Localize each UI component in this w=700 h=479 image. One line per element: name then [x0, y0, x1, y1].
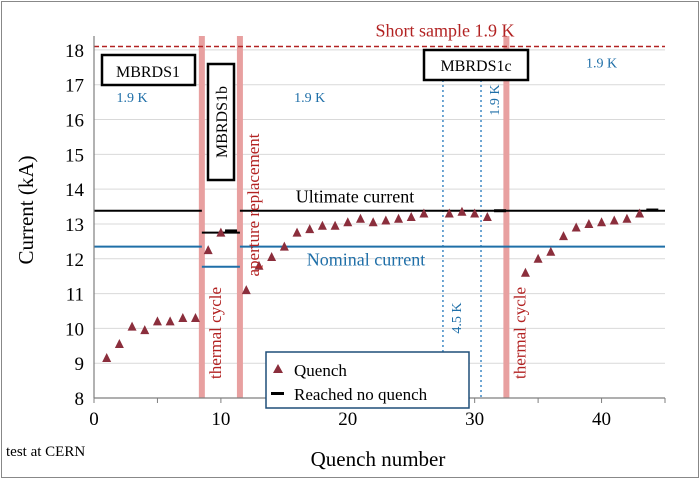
- quench-point: [102, 352, 112, 362]
- quench-point: [127, 321, 137, 331]
- quench-point: [444, 208, 454, 218]
- quench-point: [191, 312, 201, 322]
- quench-point: [597, 217, 607, 227]
- quench-point: [241, 285, 251, 295]
- legend-no-quench-label: Reached no quench: [294, 385, 428, 404]
- quench-point: [203, 245, 213, 255]
- quench-point: [152, 316, 162, 326]
- thermal-cycle-band: [198, 36, 205, 398]
- x-tick-label: 20: [338, 409, 357, 430]
- quench-point: [317, 220, 327, 230]
- x-axis-title: Quench number: [311, 447, 446, 471]
- quench-point: [381, 215, 391, 225]
- phase-box-mbrds1: MBRDS1: [100, 53, 197, 87]
- quench-point: [571, 222, 581, 232]
- legend-quench-marker: [273, 364, 283, 373]
- thermal-cycle-label: aperture replacement: [244, 133, 263, 276]
- quench-point: [406, 212, 416, 221]
- x-tick-label: 40: [592, 409, 611, 430]
- quench-point: [520, 267, 530, 277]
- y-tick-labels: 8 9 10 11 12 13 14 15 16 17 18: [65, 41, 85, 410]
- quench-point: [584, 218, 594, 228]
- phase-box-label: MBRDS1c: [440, 58, 511, 75]
- x-tick-label: 10: [211, 409, 230, 430]
- quench-point: [533, 253, 543, 263]
- quench-point: [546, 246, 556, 256]
- quench-point: [216, 227, 226, 237]
- no-quench-point: [646, 208, 659, 212]
- y-tick-label: 9: [75, 354, 85, 375]
- quench-point: [622, 213, 632, 223]
- quench-point: [140, 325, 150, 335]
- temperature-change-label: 1.9 K: [488, 84, 503, 115]
- y-tick-label: 13: [65, 215, 84, 236]
- y-tick-label: 11: [66, 285, 84, 306]
- quench-point: [114, 339, 124, 349]
- quench-point: [457, 206, 467, 216]
- y-tick-label: 14: [65, 180, 85, 201]
- y-tick-label: 17: [65, 76, 84, 97]
- y-tick-label: 10: [65, 319, 84, 340]
- temperature-change-label: 4.5 K: [450, 302, 465, 333]
- quench-point: [279, 241, 289, 251]
- quench-point: [394, 213, 404, 223]
- annotations: thermal cycle aperture replacement thermal…: [117, 20, 618, 379]
- legend: Quench Reached no quench: [265, 351, 470, 409]
- quench-point: [305, 224, 315, 234]
- quench-point: [355, 213, 365, 223]
- y-tick-label: 12: [65, 250, 84, 271]
- y-tick-label: 15: [65, 145, 84, 166]
- quench-point: [267, 252, 277, 262]
- y-axis-title: Current (kA): [14, 155, 38, 264]
- thermal-cycle-band: [236, 36, 243, 398]
- no-quench-point: [225, 229, 238, 233]
- phase-box-label: MBRDS1: [116, 64, 180, 81]
- no-quench-point: [494, 209, 507, 213]
- thermal-cycle-band: [503, 36, 510, 398]
- quench-point: [419, 208, 429, 218]
- temperature-label: 1.9 K: [586, 56, 617, 71]
- y-tick-label: 8: [75, 389, 85, 410]
- nominal-current-label: Nominal current: [307, 250, 425, 270]
- x-tick-labels: 0 10 20 30 40: [89, 409, 611, 430]
- thermal-cycle-bands: [198, 36, 510, 398]
- quench-point: [343, 217, 353, 227]
- quench-point: [558, 231, 568, 241]
- quench-point: [635, 208, 645, 218]
- y-tick-label: 18: [65, 41, 84, 62]
- y-tick-label: 16: [65, 111, 84, 132]
- x-tick-label: 0: [89, 409, 99, 430]
- thermal-cycle-label: thermal cycle: [510, 287, 529, 379]
- short-sample-label: Short sample 1.9 K: [376, 20, 515, 40]
- ultimate-current-label: Ultimate current: [296, 187, 414, 207]
- temperature-label: 1.9 K: [117, 91, 148, 106]
- thermal-cycle-label: thermal cycle: [206, 287, 225, 379]
- quench-point: [470, 208, 480, 218]
- data-points: [102, 206, 659, 362]
- quench-point: [330, 220, 340, 230]
- quench-point: [292, 227, 302, 237]
- quench-point: [178, 312, 188, 322]
- footnote-text: test at CERN: [6, 444, 85, 460]
- quench-point: [368, 217, 378, 227]
- phase-box-label: MBRDS1b: [214, 86, 231, 158]
- legend-no-quench-marker: [271, 392, 284, 395]
- quench-point: [482, 212, 492, 221]
- temperature-label: 1.9 K: [294, 91, 325, 106]
- phase-box-mbrds1b: MBRDS1b: [206, 62, 236, 182]
- quench-point: [165, 316, 175, 326]
- quench-point: [609, 215, 619, 225]
- legend-quench-label: Quench: [294, 361, 347, 380]
- phase-box-mbrds1c: MBRDS1c: [422, 48, 530, 82]
- quench-point: [254, 260, 264, 270]
- x-tick-label: 30: [465, 409, 484, 430]
